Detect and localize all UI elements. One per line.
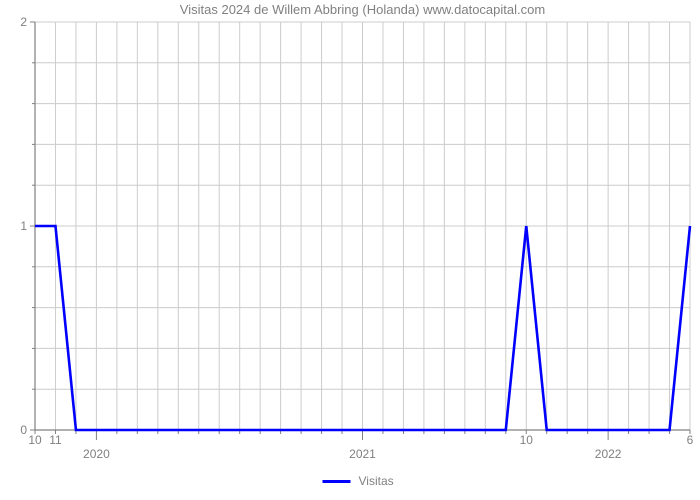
x-year-label: 2021 xyxy=(349,447,376,461)
x-year-label: 2020 xyxy=(83,447,110,461)
line-chart: Visitas 2024 de Willem Abbring (Holanda)… xyxy=(0,0,700,500)
x-tick-label: 10 xyxy=(520,433,534,447)
x-tick-label: 6 xyxy=(687,433,694,447)
legend-swatch xyxy=(323,480,351,483)
y-tick-label: 2 xyxy=(20,15,27,29)
y-tick-label: 0 xyxy=(20,423,27,437)
x-tick-label: 10 xyxy=(28,433,42,447)
legend-label: Visitas xyxy=(359,474,394,488)
chart-title: Visitas 2024 de Willem Abbring (Holanda)… xyxy=(180,2,545,17)
x-year-label: 2022 xyxy=(595,447,622,461)
chart-container: Visitas 2024 de Willem Abbring (Holanda)… xyxy=(0,0,700,500)
y-tick-label: 1 xyxy=(20,219,27,233)
x-tick-label: 11 xyxy=(49,433,62,447)
